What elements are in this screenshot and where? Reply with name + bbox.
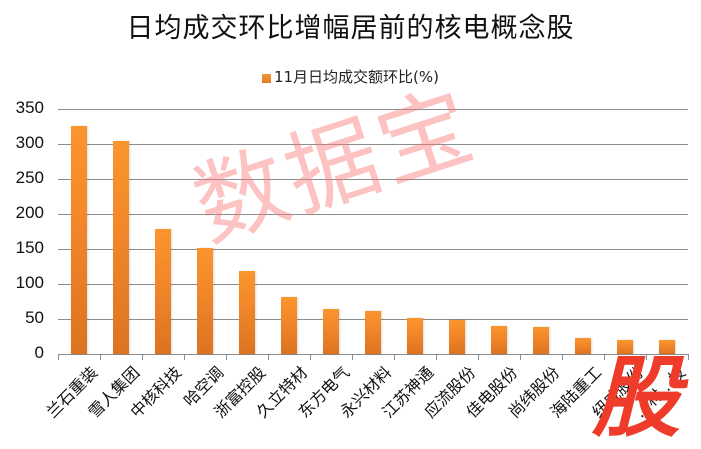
y-tick-label: 200 (15, 203, 44, 222)
gridline (58, 144, 688, 145)
bar (575, 337, 591, 354)
x-tick (520, 355, 521, 360)
x-tick (226, 355, 227, 360)
y-tick-label: 50 (25, 308, 44, 327)
x-tick (100, 355, 101, 360)
bar (155, 228, 171, 354)
y-tick-label: 100 (15, 273, 44, 292)
y-tick-label: 250 (15, 168, 44, 187)
x-tick (604, 355, 605, 360)
bar (71, 125, 87, 354)
legend-swatch (261, 74, 271, 83)
x-tick (58, 355, 59, 360)
logo-icon: 股 (591, 346, 680, 449)
y-tick-label: 150 (15, 238, 44, 257)
bar (239, 270, 255, 354)
bar (617, 340, 633, 354)
x-tick (436, 355, 437, 360)
bar (659, 340, 675, 354)
x-tick (142, 355, 143, 360)
bar (113, 141, 129, 354)
x-tick (352, 355, 353, 360)
x-axis-line (58, 354, 689, 355)
gridline (58, 109, 688, 110)
y-tick-label: 0 (34, 343, 44, 362)
gridline (58, 214, 688, 215)
bar (533, 326, 549, 354)
bar (407, 318, 423, 354)
gridline (58, 249, 688, 250)
x-tick (478, 355, 479, 360)
legend: 11月日均成交额环比(%) (0, 66, 701, 87)
bar (365, 311, 381, 354)
x-tick (562, 355, 563, 360)
x-tick (394, 355, 395, 360)
y-tick-label: 350 (15, 98, 44, 117)
x-tick (646, 355, 647, 360)
y-tick-label: 300 (15, 133, 44, 152)
bar (491, 326, 507, 354)
x-tick (310, 355, 311, 360)
bar (323, 309, 339, 354)
x-tick (184, 355, 185, 360)
bar (281, 297, 297, 354)
x-tick (688, 355, 689, 360)
gridline (58, 179, 688, 180)
chart-title: 日均成交环比增幅居前的核电概念股 (126, 13, 575, 44)
bar (449, 319, 465, 354)
x-tick (268, 355, 269, 360)
legend-label: 11月日均成交额环比(%) (273, 68, 440, 86)
bar (197, 247, 213, 354)
gridline (58, 284, 688, 285)
